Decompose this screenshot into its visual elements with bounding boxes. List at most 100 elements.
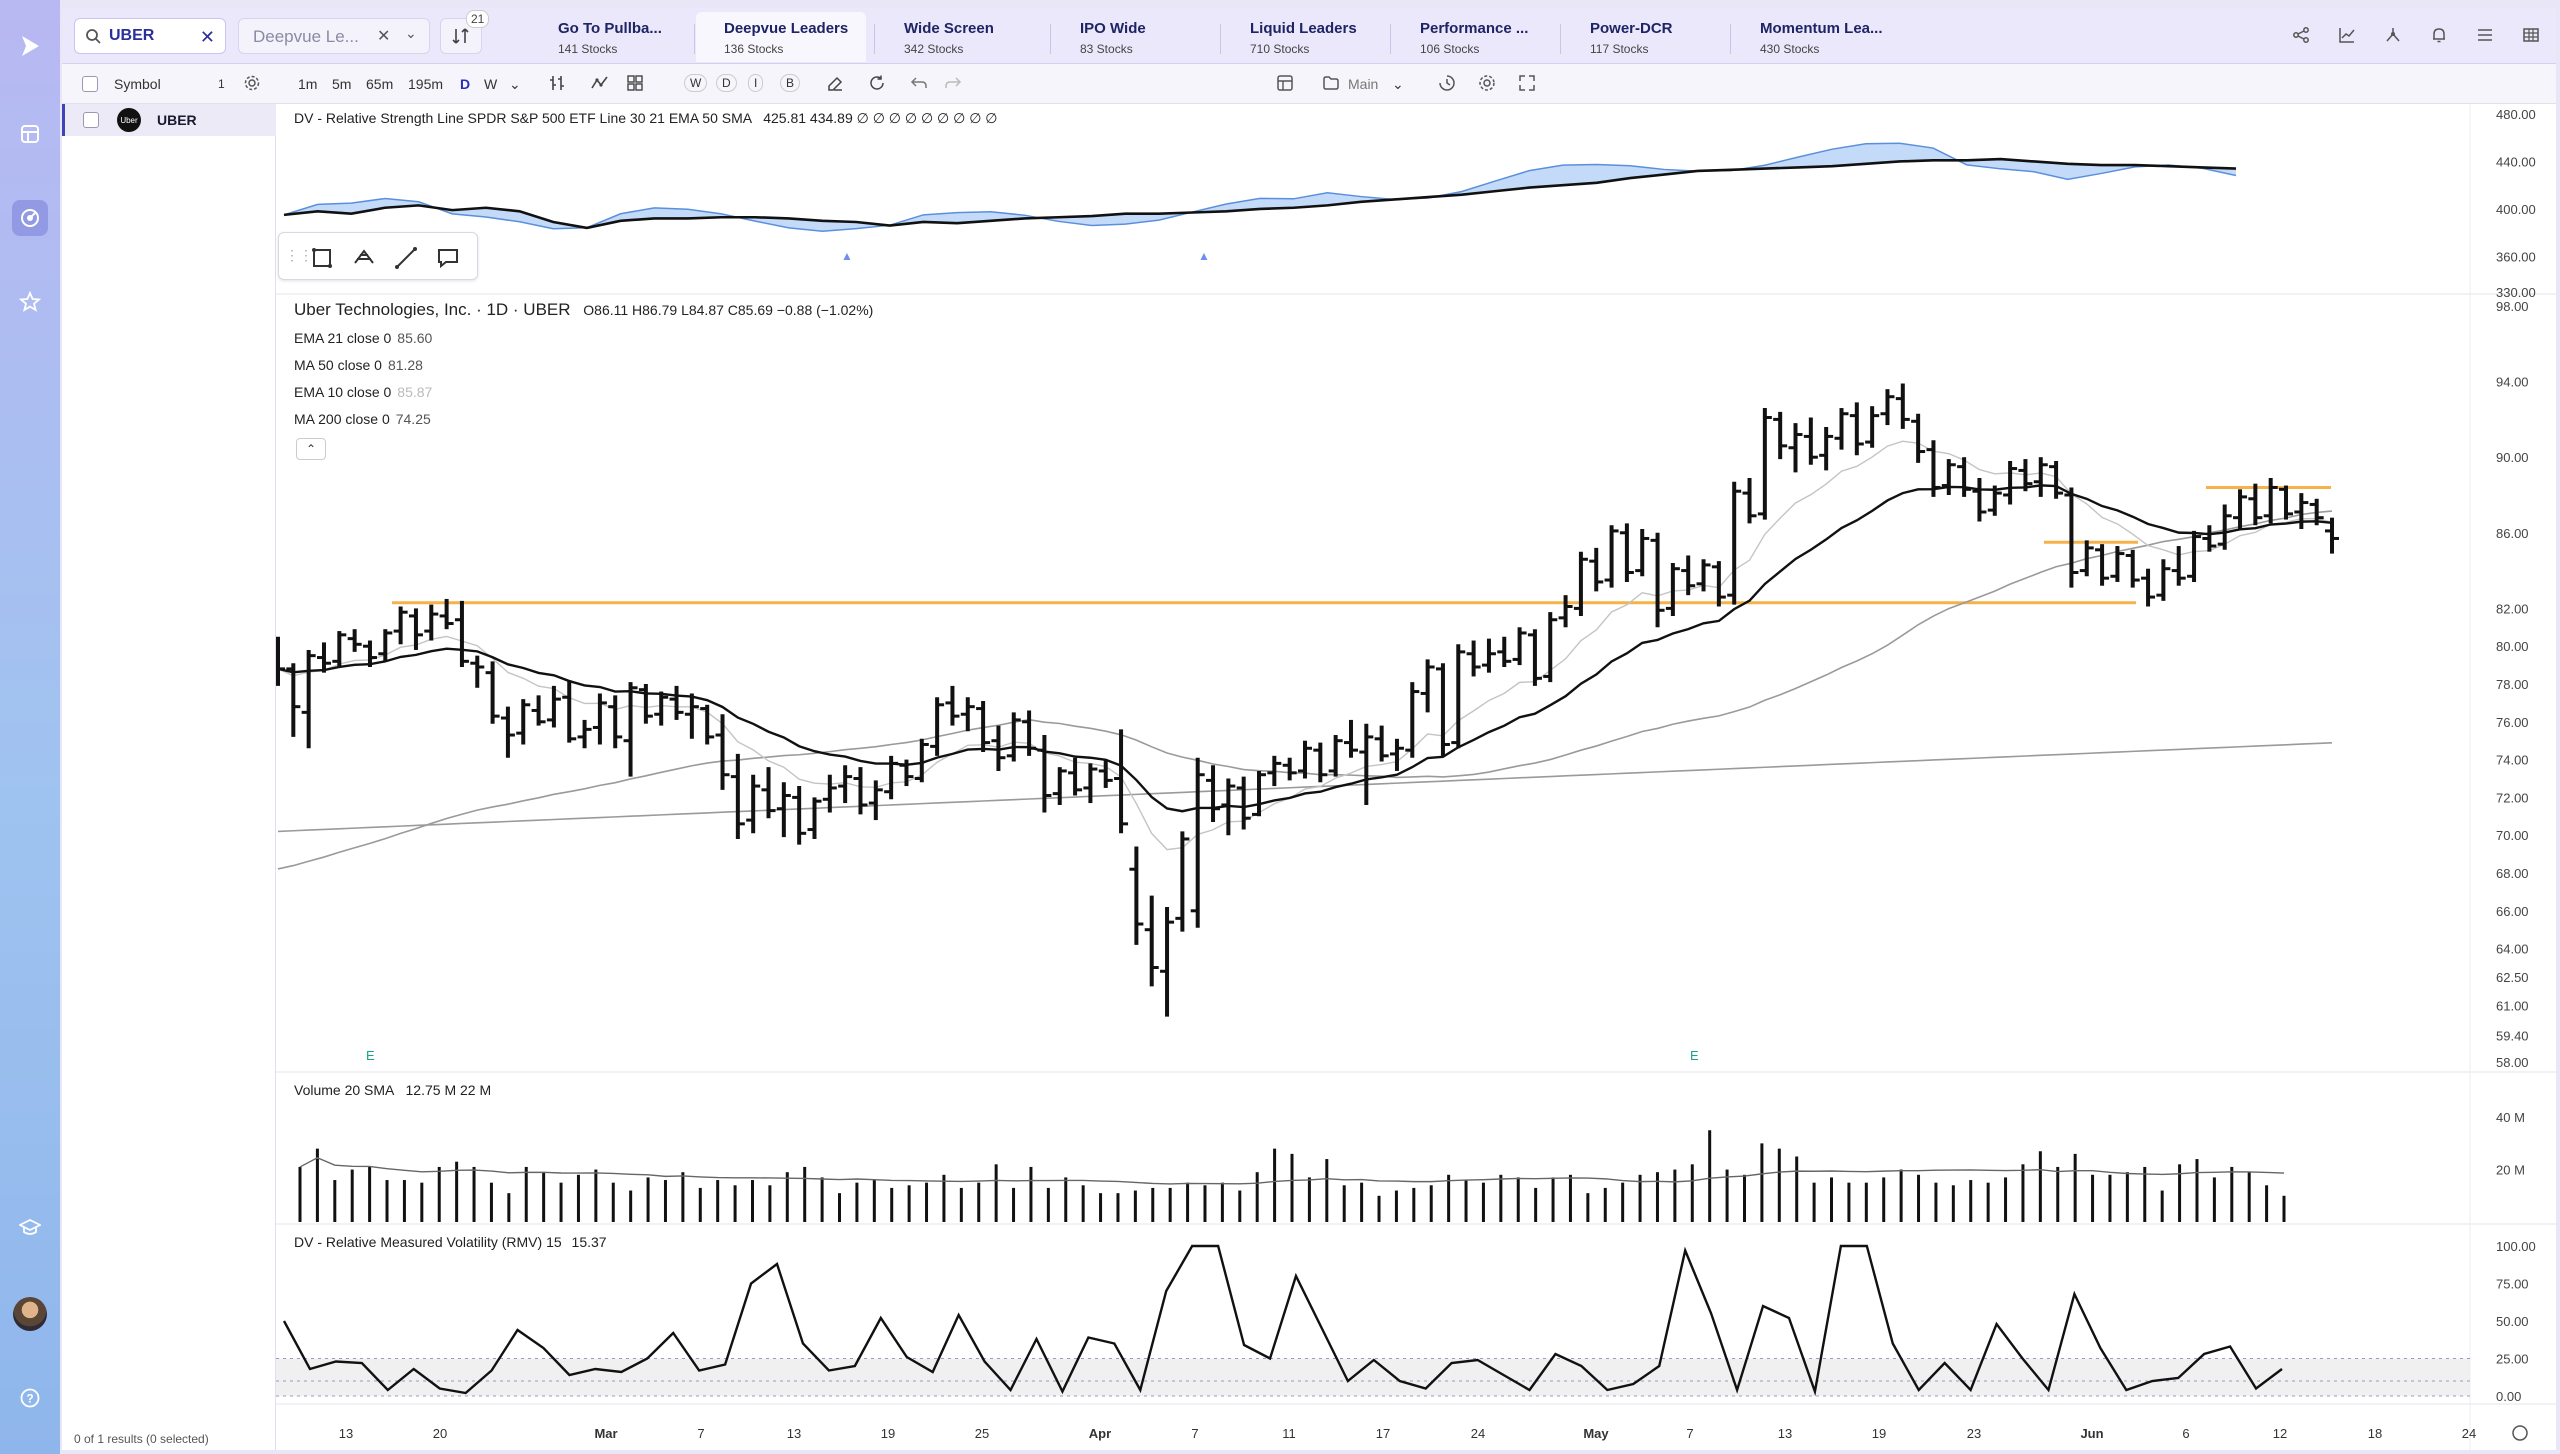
redo-icon[interactable] [944, 74, 962, 95]
tab-label: Momentum Lea... [1760, 20, 1883, 37]
indicator-legend[interactable]: EMA 10 close 0 85.87 [294, 384, 432, 400]
undo-icon[interactable] [910, 74, 928, 95]
volume-axis-label: 40 M [2496, 1110, 2525, 1125]
timeframe-5m[interactable]: 5m [332, 76, 352, 92]
timeframe-65m[interactable]: 65m [366, 76, 394, 92]
share-icon[interactable] [2290, 24, 2312, 46]
volume-legend-values: 12.75 M 22 M [405, 1082, 492, 1098]
indicator-legend[interactable]: MA 200 close 0 74.25 [294, 411, 431, 427]
indicator-value: 85.87 [397, 384, 433, 400]
drag-handle-icon[interactable]: ⋮⋮ [285, 247, 313, 263]
refresh-icon[interactable] [868, 74, 886, 95]
list-icon[interactable] [2474, 24, 2496, 46]
fib-tool-icon[interactable] [351, 245, 377, 271]
toggle-b[interactable]: B [780, 74, 801, 92]
tab-wide-screen[interactable]: Wide Screen 342 Stocks [876, 12, 1042, 62]
folder-icon[interactable] [1322, 74, 1340, 95]
select-all-checkbox[interactable] [82, 76, 98, 92]
timeframe-195m[interactable]: 195m [408, 76, 444, 92]
tab-momentum-lea[interactable]: Momentum Lea... 430 Stocks [1732, 12, 1912, 62]
row-checkbox[interactable] [83, 112, 99, 128]
tab-ipo-wide[interactable]: IPO Wide 83 Stocks [1052, 12, 1212, 62]
chevron-down-icon[interactable]: ⌄ [405, 25, 417, 41]
time-axis-label: 19 [1872, 1426, 1886, 1441]
chart-compare-icon[interactable] [2382, 24, 2404, 46]
toggle-d[interactable]: D [716, 74, 737, 92]
timeframe-dropdown-icon[interactable]: ⌄ [509, 76, 521, 92]
tab-power-dcr[interactable]: Power-DCR 117 Stocks [1562, 12, 1722, 62]
chevron-down-icon[interactable]: ⌄ [1392, 76, 1404, 92]
tab-go-to-pullba[interactable]: Go To Pullba... 141 Stocks [530, 12, 690, 62]
toggle-i[interactable]: I [748, 74, 764, 92]
chart-area[interactable]: ▲ ▲ 480.00 440.00 400.00 360.00 330.00 E E 98.00 9… [276, 104, 2556, 1450]
bar-style-icon[interactable] [548, 74, 566, 95]
price-chart[interactable]: ▲ ▲ 480.00 440.00 400.00 360.00 330.00 E E 98.00 9… [276, 104, 2556, 1450]
volume-legend[interactable]: Volume 20 SMA 12.75 M 22 M [294, 1082, 491, 1098]
grid-icon[interactable] [2520, 24, 2542, 46]
rs-new-high-marker: ▲ [841, 249, 853, 263]
price-axis-label: 66.00 [2496, 904, 2529, 919]
toggle-w[interactable]: W [684, 74, 708, 92]
trendline-tool-icon[interactable] [393, 245, 419, 271]
layout-grid-icon[interactable] [626, 74, 644, 95]
help-icon[interactable]: ? [12, 1380, 48, 1416]
search-input[interactable] [109, 27, 197, 45]
tab-performance[interactable]: Performance ... 106 Stocks [1392, 12, 1552, 62]
gear-icon[interactable] [244, 75, 260, 94]
timeframe-w[interactable]: W [484, 76, 498, 92]
timeframe-1m[interactable]: 1m [298, 76, 318, 92]
indicator-label: EMA 21 close 0 [294, 330, 392, 346]
symbol-column-header[interactable]: Symbol [114, 76, 161, 92]
time-axis-label: 20 [433, 1426, 447, 1441]
close-icon[interactable]: ✕ [377, 28, 391, 45]
replay-icon[interactable] [1438, 74, 1456, 95]
alert-bell-icon[interactable] [2428, 24, 2450, 46]
watchlist-icon[interactable] [12, 116, 48, 152]
fullscreen-icon[interactable] [1518, 74, 1536, 95]
rmv-legend-label: DV - Relative Measured Volatility (RMV) … [294, 1234, 562, 1250]
eraser-icon[interactable] [826, 74, 844, 95]
template-icon[interactable] [1276, 74, 1294, 95]
rs-legend[interactable]: DV - Relative Strength Line SPDR S&P 500… [294, 110, 998, 127]
tab-divider [694, 24, 695, 54]
chart-title-row[interactable]: Uber Technologies, Inc. · 1D · UBER O86.… [294, 300, 873, 320]
tab-divider [1220, 24, 1221, 54]
list-item[interactable]: Uber UBER [62, 104, 276, 136]
chart-line-icon[interactable] [2336, 24, 2358, 46]
rmv-legend[interactable]: DV - Relative Measured Volatility (RMV) … [294, 1234, 607, 1250]
tab-deepvue-leaders[interactable]: Deepvue Leaders 136 Stocks [696, 12, 866, 62]
price-axis-label: 94.00 [2496, 375, 2529, 390]
tab-count: 106 Stocks [1420, 42, 1480, 56]
rmv-axis-label: 25.00 [2496, 1352, 2529, 1367]
avatar[interactable] [13, 1297, 47, 1331]
note-tool-icon[interactable] [435, 245, 461, 271]
indicator-legend[interactable]: MA 50 close 0 81.28 [294, 357, 423, 373]
learn-icon[interactable] [12, 1210, 48, 1246]
watchlist-select[interactable]: Deepvue Le... ✕ ⌄ [238, 18, 430, 54]
time-axis-label: 13 [787, 1426, 801, 1441]
collapse-legend-button[interactable]: ⌃ [296, 438, 326, 460]
price-axis-label: 64.00 [2496, 942, 2529, 957]
clear-search-icon[interactable]: ✕ [199, 27, 215, 47]
indicators-icon[interactable] [590, 74, 610, 95]
favorites-icon[interactable] [12, 284, 48, 320]
symbol-search[interactable]: ✕ [74, 18, 226, 54]
axis-settings-icon[interactable] [2512, 1425, 2528, 1441]
time-axis-label: 24 [2462, 1426, 2476, 1441]
indicator-value: 81.28 [387, 357, 423, 373]
logo-play-icon[interactable] [12, 28, 48, 64]
tab-divider [874, 24, 875, 54]
rs-new-high-marker: ▲ [1198, 249, 1210, 263]
indicator-legend[interactable]: EMA 21 close 0 85.60 [294, 330, 432, 346]
layout-name[interactable]: Main [1348, 76, 1379, 92]
settings-icon[interactable] [1478, 74, 1496, 95]
top-right-icons [2290, 24, 2542, 46]
tab-label: IPO Wide [1080, 20, 1146, 37]
tab-divider [1050, 24, 1051, 54]
timeframe-d[interactable]: D [460, 76, 471, 92]
scanner-icon[interactable] [12, 200, 48, 236]
tab-liquid-leaders[interactable]: Liquid Leaders 710 Stocks [1222, 12, 1382, 62]
rectangle-tool-icon[interactable] [309, 245, 335, 271]
price-axis-label: 82.00 [2496, 601, 2529, 616]
